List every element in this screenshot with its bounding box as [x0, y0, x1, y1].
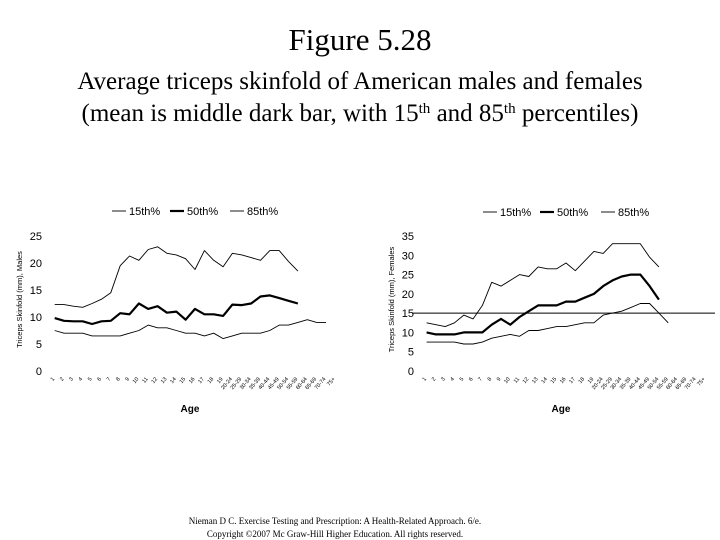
chart2-x-tick-label: 4	[449, 376, 456, 382]
subtitle-part-3: percentiles)	[515, 100, 639, 127]
chart1-x-tick-label: 15	[179, 376, 188, 385]
chart1-y-tick-label: 15	[30, 285, 42, 297]
chart2-y-tick-label: 20	[402, 289, 414, 301]
chart1-series-50th-line	[54, 294, 299, 326]
chart2-x-tick-label: 6	[468, 376, 475, 382]
chart2-x-tick-label: 75+	[696, 376, 707, 387]
chart2-y-tick-label: 5	[408, 347, 414, 359]
chart1-x-tick-label: 9	[124, 376, 131, 382]
chart2-x-tick-label: 5	[459, 376, 466, 382]
chart1-y-tick-label: 20	[30, 258, 42, 270]
chart2-x-axis-title: Age	[552, 404, 571, 415]
subtitle-part-1: (mean is middle dark bar, with 15	[81, 100, 419, 127]
chart1-y-axis-title: Triceps Skinfold (mm), Males	[15, 251, 24, 348]
chart1-x-tick-label: 8	[115, 376, 122, 382]
subtitle-superscript-1: th	[418, 101, 431, 117]
chart2-x-tick-label: 9	[496, 376, 503, 382]
chart1-series-15th-line	[54, 319, 326, 340]
chart2-x-tick-label: 3	[440, 376, 447, 382]
chart2-x-tick-label: 8	[487, 376, 494, 382]
chart2-x-tick-label: 17	[568, 376, 577, 385]
chart2-y-tick-label: 0	[408, 366, 414, 378]
chart1-x-tick-label: 75+	[326, 376, 337, 387]
chart1-legend-label: 85th%	[247, 206, 278, 218]
chart2-series-85th-line	[426, 243, 660, 328]
chart2-x-tick-label: 18	[578, 376, 587, 385]
chart2-x-tick-label: 1	[422, 376, 429, 382]
credit-line-1: Nieman D C. Exercise Testing and Prescri…	[188, 516, 482, 526]
chart2-legend-label: 85th%	[618, 207, 649, 219]
chart1-y-tick-label: 5	[36, 339, 42, 351]
chart1-x-tick-label: 19	[216, 376, 225, 385]
chart1-y-tick-label: 25	[30, 231, 42, 243]
chart1-x-tick-label: 10	[132, 376, 141, 385]
chart1-legend-label: 15th%	[129, 206, 160, 218]
chart1-x-tick-label: 4	[78, 376, 85, 382]
chart1-x-tick-label: 7	[106, 376, 113, 382]
chart2-x-tick-label: 2	[431, 376, 438, 382]
figure-subtitle-line-1: Average triceps skinfold of American mal…	[77, 68, 643, 95]
subtitle-superscript-2: th	[503, 101, 516, 117]
chart1-x-axis-title: Age	[181, 404, 200, 415]
chart2-legend-label: 50th%	[557, 207, 588, 219]
chart1-x-tick-label: 1	[50, 376, 57, 382]
chart1-x-tick-label: 18	[207, 376, 216, 385]
figure-subtitle-line-2: (mean is middle dark bar, with 15th and …	[0, 98, 720, 130]
chart2-x-tick-label: 14	[540, 376, 549, 385]
chart1-x-tick-label: 16	[188, 376, 197, 385]
chart1-y-tick-label: 10	[30, 312, 42, 324]
chart2-y-tick-label: 15	[402, 308, 414, 320]
chart1-x-tick-label: 11	[141, 376, 149, 384]
chart2-x-tick-label: 11	[513, 376, 521, 384]
chart1-legend-label: 50th%	[187, 206, 218, 218]
chart1-x-tick-label: 13	[160, 376, 169, 385]
chart2-y-tick-label: 35	[402, 231, 414, 243]
chart1-x-tick-label: 14	[169, 376, 178, 385]
chart1-x-tick-label: 2	[59, 376, 66, 382]
subtitle-part-2: and 85	[430, 100, 504, 127]
chart2-y-tick-label: 25	[402, 270, 414, 282]
chart2-x-tick-label: 13	[531, 376, 540, 385]
chart2-x-tick-label: 16	[559, 376, 568, 385]
chart2-series-50th-line	[426, 273, 660, 336]
chart1-y-tick-label: 0	[36, 366, 42, 378]
chart2-x-tick-label: 12	[522, 376, 531, 385]
chart2-y-tick-label: 30	[402, 250, 414, 262]
chart1-x-tick-label: 17	[197, 376, 206, 385]
credit-line-2: Copyright ©2007 Mc Graw-Hill Higher Educ…	[206, 529, 464, 539]
chart1-x-tick-label: 3	[68, 376, 75, 382]
chart1-x-tick-label: 6	[96, 376, 103, 382]
chart2-x-tick-label: 10	[503, 376, 512, 385]
figure-title: Figure 5.28	[288, 22, 432, 57]
chart1-series-85th-line	[54, 246, 299, 308]
chart1-x-tick-label: 12	[151, 376, 160, 385]
chart2-series-15th-line	[426, 303, 669, 345]
chart2-x-tick-label: 7	[477, 376, 484, 382]
chart2-y-axis-title: Triceps Skinfold (mm), Females	[387, 246, 396, 352]
chart2-legend-label: 15th%	[500, 207, 531, 219]
chart1-x-tick-label: 5	[87, 376, 94, 382]
chart2-x-tick-label: 15	[550, 376, 559, 385]
chart2-y-tick-label: 10	[402, 327, 414, 339]
chart2-x-tick-label: 19	[587, 376, 596, 385]
